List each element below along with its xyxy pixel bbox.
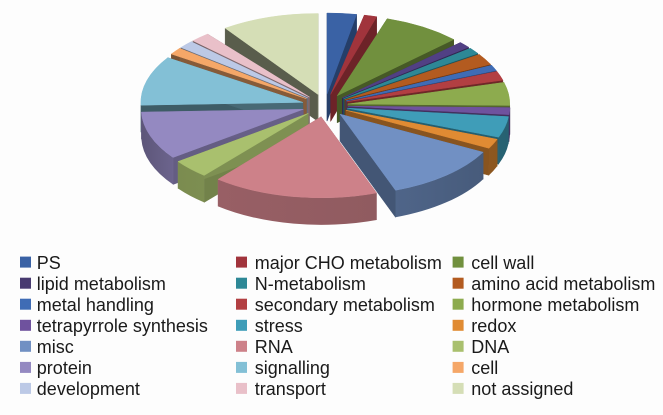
- svg-text:tetrapyrrole synthesis: tetrapyrrole synthesis: [37, 316, 208, 336]
- svg-text:DNA: DNA: [471, 337, 509, 357]
- svg-text:metal handling: metal handling: [37, 295, 154, 315]
- svg-text:secondary metabolism: secondary metabolism: [255, 295, 435, 315]
- svg-text:redox: redox: [471, 316, 516, 336]
- svg-text:signalling: signalling: [255, 358, 330, 378]
- svg-text:misc: misc: [37, 337, 74, 357]
- svg-text:development: development: [37, 379, 140, 399]
- svg-text:N-metabolism: N-metabolism: [255, 274, 366, 294]
- svg-text:transport: transport: [255, 379, 326, 399]
- svg-text:major CHO metabolism: major CHO metabolism: [255, 253, 442, 273]
- svg-text:stress: stress: [255, 316, 303, 336]
- svg-text:not assigned: not assigned: [471, 379, 573, 399]
- svg-text:cell wall: cell wall: [471, 253, 534, 273]
- svg-text:cell: cell: [471, 358, 498, 378]
- svg-text:lipid metabolism: lipid metabolism: [37, 274, 166, 294]
- svg-text:PS: PS: [37, 253, 61, 273]
- svg-text:RNA: RNA: [255, 337, 293, 357]
- svg-text:amino acid metabolism: amino acid metabolism: [471, 274, 655, 294]
- svg-text:hormone metabolism: hormone metabolism: [471, 295, 639, 315]
- svg-text:protein: protein: [37, 358, 92, 378]
